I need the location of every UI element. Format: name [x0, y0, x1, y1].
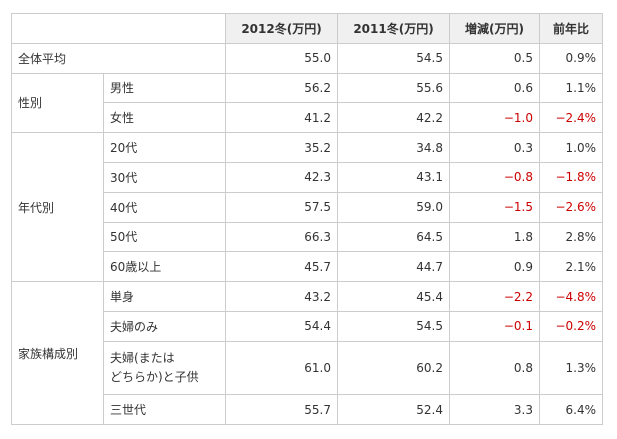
table-row: 性別 男性 56.2 55.6 0.6 1.1% — [11, 72, 603, 134]
row-label: 40代 — [103, 191, 226, 223]
cell-diff: −1.0 — [449, 102, 540, 134]
row-label: 女性 — [103, 102, 226, 134]
cell-ratio: 1.1% — [539, 72, 603, 104]
cell-ratio: −1.8% — [539, 161, 603, 193]
cell-diff: −1.5 — [449, 191, 540, 223]
cell-diff: −0.1 — [449, 310, 540, 342]
cell-2012: 54.4 — [225, 310, 338, 342]
row-label: 50代 — [103, 221, 226, 253]
table-row: 夫婦(または どちらか)と子供 61.0 60.2 0.8 1.3% — [12, 340, 603, 396]
cell-2011: 44.7 — [337, 251, 450, 283]
cell-2011: 59.0 — [337, 191, 450, 223]
cell-2012: 56.2 — [225, 72, 338, 104]
cell-diff: 0.6 — [449, 72, 540, 104]
cell-diff: 0.9 — [449, 251, 540, 283]
group-label-family: 家族構成別 — [11, 281, 104, 425]
cell-ratio: 1.3% — [539, 340, 603, 396]
row-label-overall: 全体平均 — [11, 42, 226, 74]
cell-2011: 52.4 — [337, 394, 450, 425]
table-row: 全体平均 55.0 54.5 0.5 0.9% — [11, 42, 603, 74]
row-label: 30代 — [103, 161, 226, 193]
cell-2012: 66.3 — [225, 221, 338, 253]
bonus-comparison-table: 2012冬(万円) 2011冬(万円) 増減(万円) 前年比 全体平均 55.0… — [11, 13, 603, 425]
table-row: 女性 41.2 42.2 −1.0 −2.4% — [12, 102, 603, 134]
table-row: 60歳以上 45.7 44.7 0.9 2.1% — [12, 251, 603, 283]
header-2012: 2012冬(万円) — [225, 13, 338, 44]
table-row: 30代 42.3 43.1 −0.8 −1.8% — [12, 161, 603, 193]
cell-2012: 61.0 — [225, 340, 338, 396]
cell-diff: 0.3 — [449, 132, 540, 163]
cell-2011: 45.4 — [337, 281, 450, 312]
cell-2012: 35.2 — [225, 132, 338, 163]
cell-diff: 0.5 — [449, 42, 540, 74]
cell-2011: 64.5 — [337, 221, 450, 253]
header-2011: 2011冬(万円) — [337, 13, 450, 44]
cell-2011: 54.5 — [337, 42, 450, 74]
header-row: 2012冬(万円) 2011冬(万円) 増減(万円) 前年比 — [11, 13, 603, 44]
cell-2011: 43.1 — [337, 161, 450, 193]
cell-ratio: −0.2% — [539, 310, 603, 342]
cell-2012: 43.2 — [225, 281, 338, 312]
group-label-gender: 性別 — [11, 72, 104, 134]
row-label: 男性 — [103, 72, 226, 104]
cell-2012: 55.7 — [225, 394, 338, 425]
row-label: 三世代 — [103, 394, 226, 425]
header-corner — [11, 13, 226, 44]
cell-2012: 57.5 — [225, 191, 338, 223]
table-row: 40代 57.5 59.0 −1.5 −2.6% — [12, 191, 603, 223]
cell-2011: 54.5 — [337, 310, 450, 342]
table-row: 夫婦のみ 54.4 54.5 −0.1 −0.2% — [12, 310, 603, 342]
cell-2012: 41.2 — [225, 102, 338, 134]
cell-2011: 55.6 — [337, 72, 450, 104]
cell-diff: −0.8 — [449, 161, 540, 193]
table-row: 三世代 55.7 52.4 3.3 6.4% — [12, 394, 603, 425]
cell-ratio: 0.9% — [539, 42, 603, 74]
cell-diff: −2.2 — [449, 281, 540, 312]
row-label: 夫婦(または どちらか)と子供 — [103, 340, 226, 396]
cell-2012: 55.0 — [225, 42, 338, 74]
cell-ratio: 2.8% — [539, 221, 603, 253]
cell-ratio: 1.0% — [539, 132, 603, 163]
cell-2011: 34.8 — [337, 132, 450, 163]
cell-2011: 42.2 — [337, 102, 450, 134]
cell-diff: 1.8 — [449, 221, 540, 253]
cell-diff: 0.8 — [449, 340, 540, 396]
cell-ratio: −4.8% — [539, 281, 603, 312]
cell-ratio: −2.6% — [539, 191, 603, 223]
row-label: 20代 — [103, 132, 226, 163]
header-ratio: 前年比 — [539, 13, 603, 44]
cell-ratio: 6.4% — [539, 394, 603, 425]
cell-2011: 60.2 — [337, 340, 450, 396]
cell-2012: 42.3 — [225, 161, 338, 193]
row-label: 単身 — [103, 281, 226, 312]
cell-2012: 45.7 — [225, 251, 338, 283]
cell-ratio: 2.1% — [539, 251, 603, 283]
row-label: 夫婦のみ — [103, 310, 226, 342]
header-diff: 増減(万円) — [449, 13, 540, 44]
row-label: 60歳以上 — [103, 251, 226, 283]
table-row: 年代別 20代 35.2 34.8 0.3 1.0% — [11, 132, 603, 283]
cell-diff: 3.3 — [449, 394, 540, 425]
table-row: 家族構成別 単身 43.2 45.4 −2.2 −4.8% — [11, 281, 603, 425]
cell-ratio: −2.4% — [539, 102, 603, 134]
table-row: 50代 66.3 64.5 1.8 2.8% — [12, 221, 603, 253]
group-label-age: 年代別 — [11, 132, 104, 283]
